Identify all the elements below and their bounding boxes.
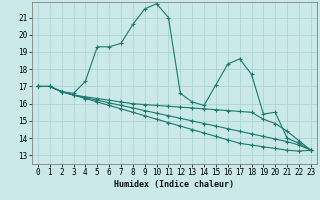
X-axis label: Humidex (Indice chaleur): Humidex (Indice chaleur) <box>115 180 234 189</box>
